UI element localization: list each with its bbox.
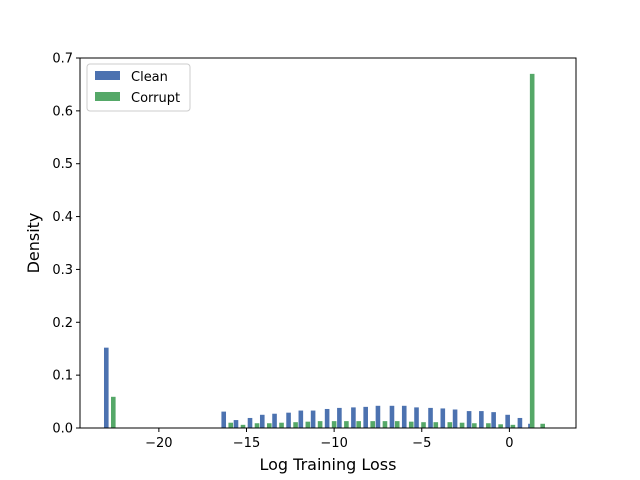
x-tick-label: −20 <box>145 436 172 451</box>
bar-corrupt-15 <box>408 421 414 428</box>
bar-clean-5 <box>272 413 277 428</box>
y-tick-label: 0.2 <box>52 316 73 331</box>
bar-clean-8 <box>310 410 316 428</box>
bar-corrupt-12 <box>370 421 375 428</box>
bar-clean-19 <box>452 409 458 428</box>
plot-bars <box>103 73 545 429</box>
bar-clean-4 <box>259 414 265 428</box>
x-axis-ticks: −20 −15 −10 −5 0 <box>145 428 514 451</box>
bar-clean-2 <box>233 420 239 428</box>
legend-label-corrupt: Corrupt <box>131 91 180 106</box>
bar-clean-20 <box>466 411 472 428</box>
bar-clean-18 <box>440 408 446 428</box>
y-axis-ticks: 0.0 0.1 0.2 0.3 0.4 0.5 0.6 0.7 <box>52 52 80 437</box>
bar-clean-24 <box>517 417 523 428</box>
legend: Clean Corrupt <box>86 63 191 112</box>
bar-clean-9 <box>324 408 330 428</box>
legend-label-clean: Clean <box>131 70 168 85</box>
bar-clean-14 <box>389 405 395 428</box>
bar-corrupt-23 <box>510 424 516 428</box>
y-tick-label: 0.7 <box>52 52 73 67</box>
y-tick-label: 0.0 <box>52 422 73 437</box>
bar-corrupt-18 <box>447 422 453 428</box>
bar-corrupt-21 <box>486 423 491 428</box>
bar-clean-1 <box>221 411 227 428</box>
x-tick-label: −15 <box>233 436 260 451</box>
bar-clean-15 <box>401 405 407 428</box>
bar-corrupt-2 <box>240 424 246 428</box>
bar-corrupt-1 <box>228 422 234 428</box>
legend-swatch-clean <box>95 71 120 80</box>
bar-corrupt-17 <box>433 422 439 428</box>
y-tick-label: 0.4 <box>52 210 73 225</box>
bar-clean-17 <box>428 407 433 428</box>
bar-clean-21 <box>479 411 484 428</box>
legend-swatch-corrupt <box>95 92 120 101</box>
bar-clean-6 <box>286 412 291 428</box>
bar-corrupt-9 <box>331 421 337 428</box>
bar-clean-16 <box>414 407 419 428</box>
bar-corrupt-10 <box>344 421 349 428</box>
bar-clean-7 <box>298 410 304 428</box>
bar-corrupt-6 <box>293 422 298 428</box>
bar-corrupt-0 <box>111 396 116 428</box>
bar-corrupt-16 <box>421 422 426 428</box>
bar-corrupt-25 <box>540 423 545 428</box>
bar-clean-12 <box>363 406 368 428</box>
x-tick-label: −10 <box>320 436 347 451</box>
bar-corrupt-7 <box>305 421 311 428</box>
bar-clean-22 <box>491 412 496 428</box>
bar-clean-23 <box>505 414 510 428</box>
bar-corrupt-19 <box>459 422 465 428</box>
bar-clean-0 <box>103 347 109 428</box>
bar-clean-3 <box>247 417 253 428</box>
x-axis-label: Log Training Loss <box>260 455 397 474</box>
bar-corrupt-13 <box>382 421 388 428</box>
bar-corrupt-8 <box>317 421 323 428</box>
bar-corrupt-22 <box>498 424 503 428</box>
y-tick-label: 0.3 <box>52 263 73 278</box>
bar-corrupt-11 <box>356 421 361 428</box>
bar-corrupt-4 <box>266 423 272 428</box>
plot-frame <box>79 57 577 429</box>
y-tick-label: 0.6 <box>52 104 73 119</box>
bar-corrupt-24 <box>529 73 535 429</box>
bar-clean-10 <box>337 407 342 428</box>
bar-corrupt-14 <box>394 421 400 428</box>
y-axis-label: Density <box>24 213 43 274</box>
bar-corrupt-5 <box>279 422 284 428</box>
bar-corrupt-20 <box>472 423 477 428</box>
y-tick-label: 0.5 <box>52 157 73 172</box>
bar-corrupt-3 <box>254 423 260 428</box>
x-tick-label: 0 <box>505 436 513 451</box>
bar-clean-13 <box>375 405 381 428</box>
y-tick-label: 0.1 <box>52 369 73 384</box>
bar-clean-11 <box>351 407 356 428</box>
x-tick-label: −5 <box>412 436 431 451</box>
